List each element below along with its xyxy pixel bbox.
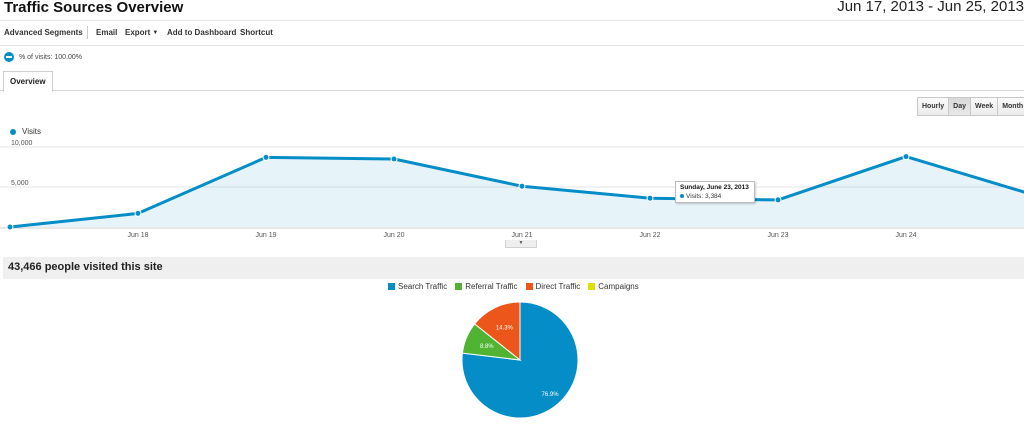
segment-label: % of visits: 100.00%	[19, 53, 83, 61]
legend-item-search[interactable]: Search Traffic	[388, 282, 447, 291]
legend-swatch-campaigns	[588, 283, 596, 290]
y-tick-label: 5,000	[11, 180, 29, 187]
export-button[interactable]: Export ▼	[125, 28, 158, 37]
legend-label-search: Search Traffic	[398, 282, 448, 291]
toolbar-divider	[87, 26, 88, 39]
legend-item-direct[interactable]: Direct Traffic	[525, 282, 581, 291]
chart-collapse-handle[interactable]: ▼	[505, 240, 537, 248]
x-tick-label: Jun 19	[255, 232, 276, 239]
summary-text: 43,466 people visited this site	[8, 261, 163, 273]
chevron-down-icon: ▼	[518, 240, 524, 246]
visits-point	[774, 196, 782, 204]
legend-item-campaigns[interactable]: Campaigns	[588, 282, 639, 291]
chart-tooltip: Sunday, June 23, 2013 Visits: 3,384	[675, 181, 755, 203]
legend-label-direct: Direct Traffic	[535, 282, 581, 291]
visits-area	[10, 156, 1024, 227]
visits-point	[646, 194, 654, 202]
week-button[interactable]: Week	[970, 97, 999, 116]
legend-swatch-referral	[455, 283, 463, 290]
x-tick-label: Jun 24	[895, 232, 916, 239]
x-tick-label: Jun 22	[639, 232, 660, 239]
x-tick-label: Jun 21	[511, 232, 532, 239]
legend-swatch-search	[388, 283, 395, 290]
export-label: Export	[125, 28, 151, 37]
legend-item-referral[interactable]: Referral Traffic	[455, 282, 518, 291]
visits-point	[262, 153, 270, 161]
visits-point	[518, 182, 526, 190]
visits-point	[902, 153, 910, 161]
tab-overview[interactable]: Overview	[3, 71, 53, 92]
pie-slice	[473, 301, 521, 362]
tooltip-value: Visits: 3,384	[686, 193, 722, 200]
visits-point	[134, 209, 142, 217]
visits-point	[390, 155, 398, 163]
shortcut-button[interactable]: Shortcut	[240, 28, 273, 37]
page-title: Traffic Sources Overview	[4, 0, 184, 16]
tooltip-value-row: Visits: 3,384	[680, 193, 750, 200]
advanced-segments-button[interactable]: Advanced Segments	[4, 28, 83, 37]
legend-label-referral: Referral Traffic	[465, 282, 518, 291]
x-tick-label: Jun 20	[383, 232, 404, 239]
visits-legend-dot	[10, 128, 16, 135]
pie-slice	[461, 301, 579, 419]
pie-legend: Search Traffic Referral Traffic Direct T…	[388, 282, 647, 291]
x-tick-label: Jun 23	[767, 232, 788, 239]
date-range-picker[interactable]: Jun 17, 2013 - Jun 25, 2013	[837, 0, 1024, 15]
visits-legend[interactable]: Visits	[10, 127, 41, 136]
tab-bar-line	[0, 90, 1024, 91]
pie-slice-label: 14.3%	[496, 326, 514, 332]
visits-line-chart: 10,000 5,000 Jun 18 Jun 19 Jun 20 Jun 21 Jun 2…	[0, 140, 1024, 239]
legend-label-campaigns: Campaigns	[598, 282, 639, 291]
email-button[interactable]: Email	[96, 28, 118, 37]
granularity-switcher: Hourly Day Week Month	[917, 97, 1024, 116]
segment-indicator[interactable]: % of visits: 100.00%	[4, 51, 82, 63]
month-button[interactable]: Month	[997, 97, 1024, 116]
traffic-sources-pie-chart: 76.9% 8.8% 14.3%	[461, 301, 579, 419]
add-to-dashboard-button[interactable]: Add to Dashboard	[167, 28, 237, 37]
chevron-down-icon: ▼	[152, 30, 159, 36]
report-toolbar: Advanced Segments Email Export ▼ Add to D…	[0, 20, 1024, 46]
visits-point	[6, 223, 14, 231]
visits-legend-label: Visits	[22, 127, 41, 136]
segment-icon	[4, 52, 14, 62]
tooltip-dot	[680, 194, 684, 198]
pie-slice-label: 76.9%	[542, 392, 560, 398]
hourly-button[interactable]: Hourly	[917, 97, 950, 116]
x-tick-label: Jun 18	[127, 232, 148, 239]
pie-slice-label: 8.8%	[480, 344, 494, 350]
summary-bar: 43,466 people visited this site	[3, 257, 1024, 279]
tooltip-date: Sunday, June 23, 2013	[680, 184, 749, 191]
day-button[interactable]: Day	[948, 97, 972, 116]
y-tick-label: 10,000	[11, 140, 33, 147]
legend-swatch-direct	[525, 283, 533, 290]
